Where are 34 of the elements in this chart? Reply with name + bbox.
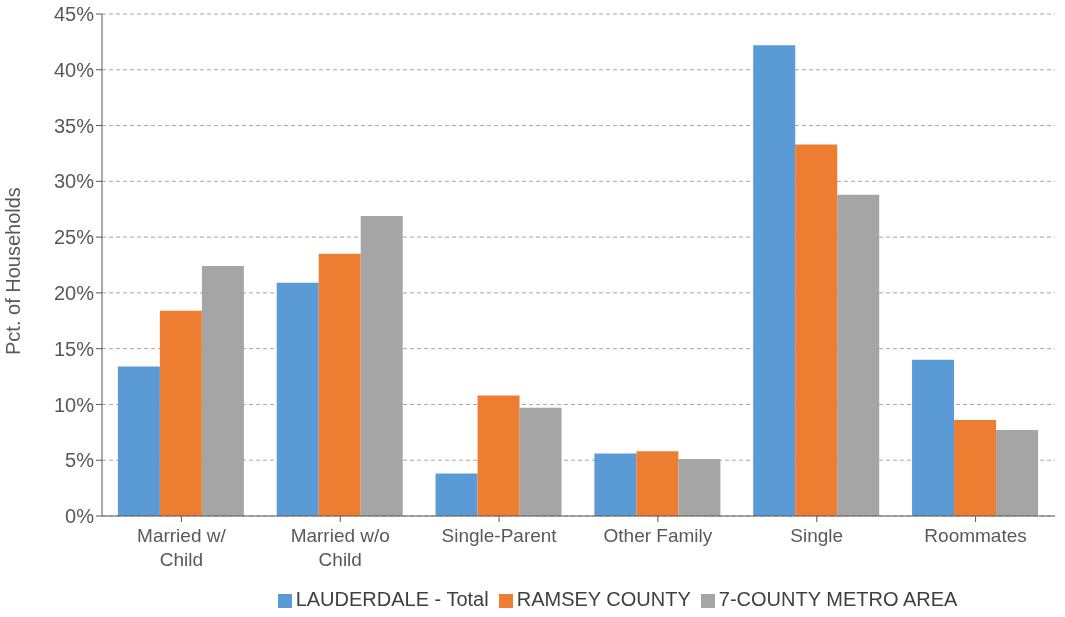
x-tick-label: Single [790,525,844,546]
y-tick-label: 5% [65,449,95,472]
bar [954,420,997,516]
y-tick-label: 20% [53,281,95,304]
bar [159,310,202,516]
bar [435,473,478,516]
x-tick-label: Married w/ Child [137,525,227,570]
bar [276,282,319,516]
bar [912,359,955,516]
bar [594,453,637,516]
x-tick-label: Married w/o Child [290,525,390,570]
y-tick-label: 30% [53,170,95,193]
x-tick-label: Single-Parent [441,525,558,546]
y-axis-title: Pct. of Households [2,187,25,355]
legend-label: LAUDERDALE - Total [295,588,489,610]
x-tick-label: Roommates [924,525,1027,546]
y-tick-label: 15% [53,337,95,360]
bar [753,45,796,516]
bar [318,253,361,516]
x-tick-label: Other Family [603,525,713,546]
bar [795,144,838,516]
legend-label: RAMSEY COUNTY [516,588,691,610]
bar [117,366,160,516]
bar [519,407,562,516]
y-tick-label: 45% [53,3,95,26]
y-tick-label: 10% [53,393,95,416]
bar [636,451,679,516]
bar [477,395,520,516]
y-tick-label: 25% [53,226,95,249]
bar [996,430,1039,516]
y-tick-label: 0% [65,505,95,528]
legend-label: 7-COUNTY METRO AREA [718,588,958,610]
y-tick-label: 35% [53,114,95,137]
y-tick-label: 40% [53,58,95,81]
